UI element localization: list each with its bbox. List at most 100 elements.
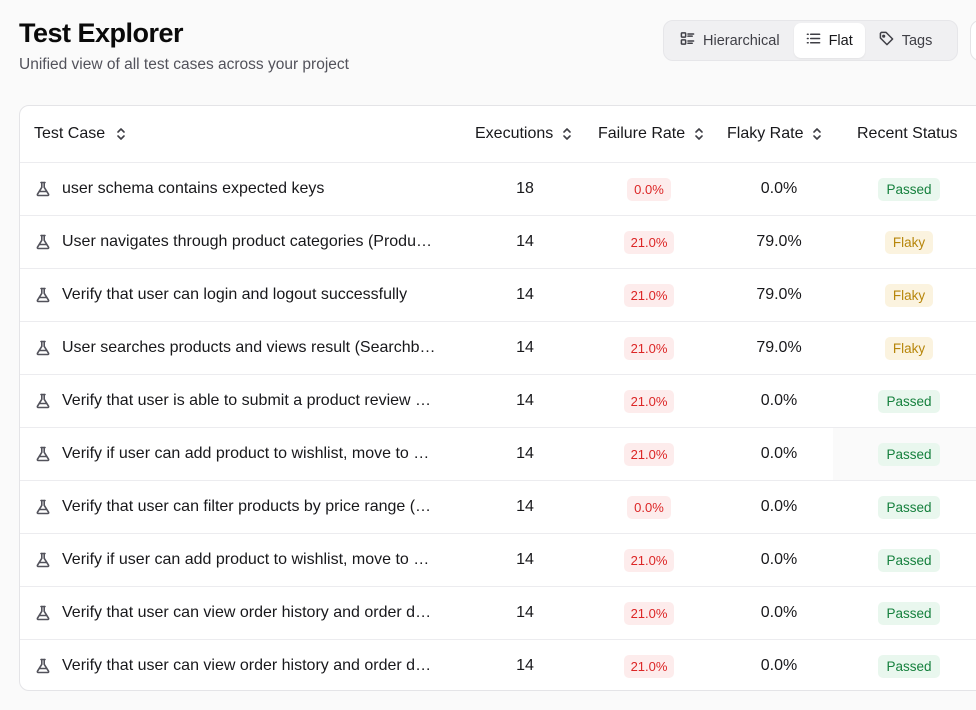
failure-rate-cell: 21.0% xyxy=(590,269,708,321)
test-case-cell: User searches products and views result … xyxy=(34,322,474,374)
chevrons-up-down-icon[interactable] xyxy=(811,127,823,141)
failure-rate-cell: 0.0% xyxy=(590,163,708,215)
status-cell: Passed xyxy=(850,428,968,480)
column-header-test-case[interactable]: Test Case xyxy=(34,106,474,162)
view-hierarchical-button[interactable]: Hierarchical xyxy=(668,23,792,58)
page-title: Test Explorer xyxy=(19,18,184,48)
view-tags-label: Tags xyxy=(901,32,933,49)
table-row[interactable]: Verify that user can filter products by … xyxy=(20,480,976,533)
test-case-cell: Verify that user can filter products by … xyxy=(34,481,474,533)
executions-cell: 14 xyxy=(516,604,534,621)
failure-rate-badge: 21.0% xyxy=(623,548,675,572)
test-case-name[interactable]: Verify that user can view order history … xyxy=(62,604,432,621)
view-flat-button[interactable]: Flat xyxy=(793,23,865,58)
failure-rate-cell: 21.0% xyxy=(590,216,708,268)
failure-rate-badge: 21.0% xyxy=(623,442,675,466)
failure-rate-badge: 21.0% xyxy=(623,654,675,678)
test-case-name[interactable]: Verify that user can filter products by … xyxy=(62,498,432,515)
view-hierarchical-label: Hierarchical xyxy=(703,32,780,49)
executions-cell: 14 xyxy=(516,498,534,515)
test-case-cell: user schema contains expected keys xyxy=(34,163,474,215)
test-case-name[interactable]: Verify that user can login and logout su… xyxy=(62,286,408,303)
flask-icon xyxy=(35,658,51,674)
executions-cell: 14 xyxy=(516,551,534,568)
view-toggle: Hierarchical Flat Tags xyxy=(663,20,958,61)
failure-rate-cell: 21.0% xyxy=(590,375,708,427)
test-case-name[interactable]: Verify that user is able to submit a pro… xyxy=(62,392,432,409)
failure-rate-badge: 21.0% xyxy=(623,336,675,360)
failure-rate-cell: 21.0% xyxy=(590,534,708,586)
status-cell: Passed xyxy=(850,375,968,427)
table-row[interactable]: Verify that user can login and logout su… xyxy=(20,268,976,321)
column-header-flaky-rate[interactable]: Flaky Rate xyxy=(727,106,852,162)
flask-icon xyxy=(35,552,51,568)
column-header-label: Flaky Rate xyxy=(727,125,804,142)
tag-icon xyxy=(879,31,894,50)
flaky-rate-cell: 0.0% xyxy=(760,657,798,674)
table-row[interactable]: Verify that user is able to submit a pro… xyxy=(20,374,976,427)
status-badge: Passed xyxy=(878,654,940,678)
page-header: Test Explorer Unified view of all test c… xyxy=(19,16,349,74)
failure-rate-cell: 21.0% xyxy=(590,322,708,374)
status-badge: Passed xyxy=(878,548,940,572)
test-case-cell: Verify if user can add product to wishli… xyxy=(34,534,474,586)
column-header-executions[interactable]: Executions xyxy=(475,106,595,162)
flaky-rate-cell: 0.0% xyxy=(760,392,798,409)
status-badge: Flaky xyxy=(884,230,934,254)
test-case-name[interactable]: Verify that user can view order history … xyxy=(62,657,432,674)
view-flat-label: Flat xyxy=(828,32,853,49)
table-row[interactable]: Verify that user can view order history … xyxy=(20,639,976,690)
column-header-label: Executions xyxy=(475,125,554,142)
column-header-recent-status: Recent Status xyxy=(857,106,976,162)
table-row[interactable]: Verify that user can view order history … xyxy=(20,586,976,639)
executions-cell: 14 xyxy=(516,233,534,250)
flaky-rate-cell: 0.0% xyxy=(760,498,798,515)
table-row[interactable]: User navigates through product categorie… xyxy=(20,215,976,268)
test-case-name[interactable]: User navigates through product categorie… xyxy=(62,233,432,250)
flaky-rate-cell: 79.0% xyxy=(756,286,802,303)
test-case-cell: Verify that user can view order history … xyxy=(34,587,474,639)
view-tags-button[interactable]: Tags xyxy=(867,23,945,58)
table-row[interactable]: user schema contains expected keys 18 0.0%… xyxy=(20,162,976,215)
test-case-cell: Verify that user can login and logout su… xyxy=(34,269,474,321)
failure-rate-cell: 21.0% xyxy=(590,428,708,480)
column-header-failure-rate[interactable]: Failure Rate xyxy=(598,106,723,162)
test-case-name[interactable]: user schema contains expected keys xyxy=(62,180,325,197)
failure-rate-badge: 21.0% xyxy=(623,230,675,254)
test-case-name[interactable]: Verify if user can add product to wishli… xyxy=(62,551,430,568)
failure-rate-badge: 21.0% xyxy=(623,601,675,625)
list-tree-icon xyxy=(680,31,695,50)
test-case-cell: Verify that user is able to submit a pro… xyxy=(34,375,474,427)
status-badge: Passed xyxy=(878,601,940,625)
failure-rate-badge: 21.0% xyxy=(623,283,675,307)
failure-rate-badge: 21.0% xyxy=(623,389,675,413)
flaky-rate-cell: 0.0% xyxy=(760,180,798,197)
test-case-name[interactable]: Verify if user can add product to wishli… xyxy=(62,445,430,462)
toolbar-overflow-button[interactable] xyxy=(970,20,976,61)
table-row[interactable]: Verify if user can add product to wishli… xyxy=(20,533,976,586)
table-header-row: Test Case Executions Failure Rate Flaky … xyxy=(20,106,976,162)
status-cell: Passed xyxy=(850,587,968,639)
executions-cell: 14 xyxy=(516,392,534,409)
column-header-label: Recent Status xyxy=(857,125,958,142)
status-cell: Passed xyxy=(850,163,968,215)
table-row[interactable]: User searches products and views result … xyxy=(20,321,976,374)
table-row[interactable]: Verify if user can add product to wishli… xyxy=(20,427,976,480)
failure-rate-badge: 0.0% xyxy=(627,495,671,519)
flaky-rate-cell: 0.0% xyxy=(760,551,798,568)
executions-cell: 14 xyxy=(516,339,534,356)
status-cell: Flaky xyxy=(850,216,968,268)
chevrons-up-down-icon[interactable] xyxy=(693,127,705,141)
status-badge: Flaky xyxy=(884,336,934,360)
test-case-name[interactable]: User searches products and views result … xyxy=(62,339,436,356)
chevrons-up-down-icon[interactable] xyxy=(561,127,573,141)
executions-cell: 14 xyxy=(516,286,534,303)
chevrons-up-down-icon[interactable] xyxy=(115,127,127,141)
flaky-rate-cell: 79.0% xyxy=(756,339,802,356)
status-badge: Passed xyxy=(878,177,940,201)
status-cell: Passed xyxy=(850,481,968,533)
flask-icon xyxy=(35,446,51,462)
failure-rate-cell: 21.0% xyxy=(590,640,708,690)
failure-rate-badge: 0.0% xyxy=(627,177,671,201)
column-header-label: Failure Rate xyxy=(598,125,686,142)
